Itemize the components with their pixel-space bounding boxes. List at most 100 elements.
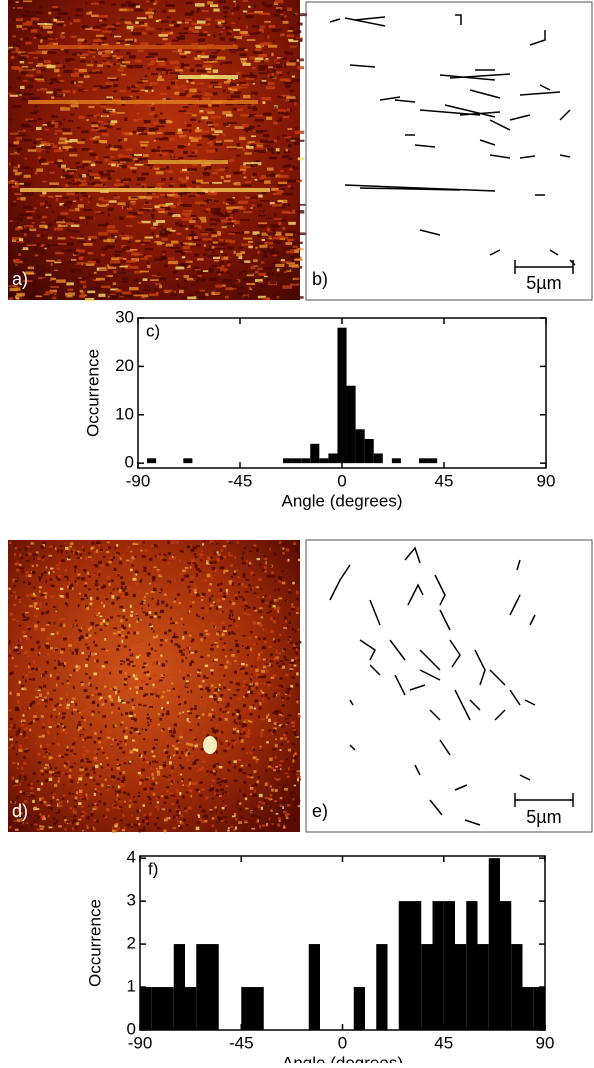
- speckle: [271, 677, 275, 679]
- speckle: [292, 582, 295, 585]
- speckle: [46, 661, 48, 664]
- speckle: [190, 69, 194, 72]
- speckle: [236, 803, 238, 806]
- speckle: [43, 748, 47, 750]
- speckle: [234, 182, 240, 185]
- speckle: [95, 583, 99, 586]
- speckle: [12, 657, 14, 660]
- speckle: [72, 698, 76, 700]
- speckle: [278, 807, 281, 810]
- speckle: [270, 786, 272, 788]
- speckle: [220, 638, 223, 640]
- speckle: [13, 169, 17, 172]
- speckle: [167, 701, 169, 704]
- speckle: [54, 784, 57, 787]
- speckle: [20, 230, 30, 233]
- speckle: [187, 758, 190, 761]
- speckle: [184, 807, 186, 809]
- speckle: [215, 688, 218, 691]
- speckle: [132, 739, 135, 741]
- speckle: [145, 778, 149, 781]
- speckle: [81, 130, 88, 133]
- speckle: [276, 813, 279, 815]
- speckle: [21, 53, 28, 55]
- speckle: [266, 175, 271, 178]
- speckle: [225, 296, 229, 299]
- speckle: [236, 143, 239, 145]
- speckle: [247, 13, 254, 15]
- speckle: [256, 761, 258, 764]
- speckle: [48, 196, 54, 198]
- speckle: [214, 260, 219, 262]
- speckle: [47, 610, 49, 613]
- speckle: [295, 127, 298, 130]
- speckle: [104, 158, 108, 161]
- speckle: [51, 78, 58, 81]
- speckle: [258, 281, 262, 283]
- speckle: [289, 638, 292, 640]
- speckle: [36, 608, 39, 610]
- speckle: [135, 686, 139, 688]
- speckle: [156, 220, 165, 223]
- speckle: [158, 808, 160, 810]
- speckle: [77, 238, 85, 240]
- speckle: [241, 670, 245, 673]
- speckle: [46, 566, 48, 568]
- speckle: [249, 713, 252, 715]
- speckle: [274, 218, 283, 220]
- speckle: [293, 798, 295, 800]
- speckle: [288, 749, 291, 752]
- speckle: [8, 297, 13, 299]
- speckle: [270, 794, 273, 796]
- speckle: [38, 761, 42, 764]
- speckle: [146, 674, 150, 677]
- speckle: [33, 14, 36, 17]
- speckle: [74, 742, 76, 745]
- speckle: [74, 826, 77, 829]
- speckle: [249, 784, 251, 786]
- speckle: [105, 779, 107, 781]
- speckle: [93, 779, 95, 781]
- speckle: [121, 713, 123, 716]
- speckle: [291, 79, 300, 82]
- speckle: [45, 274, 51, 276]
- speckle: [239, 802, 241, 805]
- speckle: [120, 558, 122, 560]
- speckle: [129, 712, 133, 715]
- speckle: [199, 768, 203, 771]
- speckle: [200, 688, 203, 690]
- speckle: [174, 765, 176, 767]
- speckle: [69, 548, 71, 551]
- speckle: [50, 286, 59, 288]
- speckle: [212, 715, 215, 718]
- speckle: [70, 236, 73, 238]
- speckle: [111, 4, 116, 6]
- speckle: [135, 164, 144, 166]
- speckle: [244, 152, 251, 154]
- speckle: [115, 823, 118, 826]
- speckle: [103, 556, 106, 558]
- speckle: [173, 816, 176, 819]
- speckle: [133, 543, 136, 545]
- speckle: [196, 573, 198, 576]
- speckle: [54, 228, 63, 231]
- speckle: [102, 635, 105, 637]
- speckle: [113, 805, 117, 807]
- speckle: [243, 296, 248, 298]
- speckle: [74, 68, 78, 70]
- speckle: [240, 58, 247, 60]
- speckle: [25, 574, 27, 576]
- speckle: [282, 155, 289, 158]
- speckle: [148, 654, 150, 656]
- speckle: [245, 797, 247, 800]
- speckle: [187, 726, 190, 728]
- speckle: [213, 626, 215, 629]
- speckle: [264, 180, 271, 183]
- speckle: [33, 720, 35, 723]
- speckle: [22, 631, 26, 634]
- speckle: [155, 742, 158, 744]
- speckle: [198, 39, 205, 42]
- speckle: [159, 168, 165, 170]
- speckle: [156, 661, 158, 664]
